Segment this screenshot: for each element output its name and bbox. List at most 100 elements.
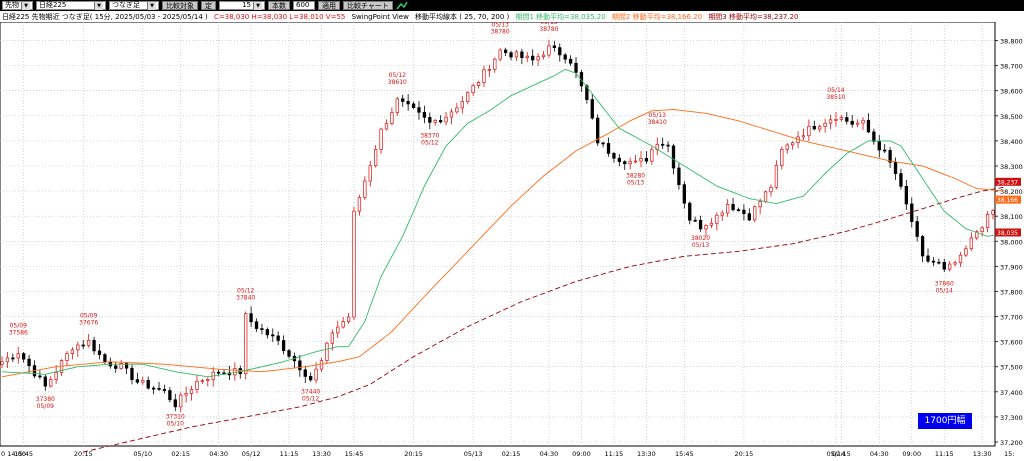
- candle-body: [547, 45, 551, 56]
- candle-body: [991, 210, 995, 215]
- apply-button[interactable]: 適用: [318, 1, 340, 10]
- candle-body: [406, 101, 410, 105]
- candle-body: [585, 85, 589, 100]
- chevron-down-icon[interactable]: ▼: [94, 1, 103, 10]
- x-tick-label: 11:15: [935, 450, 954, 458]
- candle-body: [536, 56, 540, 61]
- x-tick-label: 11:15: [605, 450, 624, 458]
- compare-chart-button[interactable]: 比較チャート: [343, 1, 393, 10]
- swing-label-bottom: 38610: [388, 79, 407, 86]
- candle-body: [86, 339, 91, 346]
- candle-body: [65, 353, 69, 361]
- chart-tool-icon[interactable]: [396, 1, 408, 10]
- candle-body: [438, 120, 443, 123]
- candle-body: [623, 161, 627, 165]
- range-badge: 1700円幅: [917, 412, 973, 430]
- candle-body: [720, 212, 724, 216]
- candle-body: [455, 107, 459, 113]
- y-tick-label: 38,200: [1000, 188, 1023, 196]
- y-tick-label: 38,400: [1000, 138, 1023, 146]
- chevron-down-icon[interactable]: ▼: [147, 1, 156, 10]
- fixed-button[interactable]: 定: [201, 1, 216, 10]
- x-tick-label: 15:45: [675, 450, 694, 458]
- candle-body: [200, 380, 205, 382]
- candle-body: [763, 191, 768, 202]
- candle-body: [731, 204, 735, 211]
- link-select[interactable]: つなぎ足 ▼: [109, 1, 159, 10]
- candle-body: [254, 321, 259, 329]
- x-tick-label: 20:15: [74, 450, 93, 458]
- info-bar: 日経225 先物期近 つなぎ足( 15分, 2025/05/03 - 2025/…: [2, 12, 802, 22]
- swing-label-bottom: 38510: [826, 94, 845, 101]
- candle-body: [43, 376, 47, 387]
- swing-label-bottom: 38410: [648, 119, 667, 126]
- candle-body: [498, 49, 502, 60]
- x-tick-label: 20:15: [404, 450, 423, 458]
- count-input[interactable]: 600: [293, 1, 315, 10]
- candle-body: [563, 54, 567, 60]
- candle-body: [747, 213, 751, 221]
- candle-body: [666, 144, 670, 147]
- candle-body: [785, 144, 789, 150]
- swing-label-top: 05/13: [540, 22, 557, 26]
- candle-body: [70, 349, 75, 354]
- candle-body: [336, 326, 340, 334]
- candle-body: [758, 201, 762, 208]
- candle-body: [677, 167, 681, 186]
- swing-label-top: 38280: [626, 172, 645, 179]
- chevron-down-icon[interactable]: ▼: [253, 1, 262, 10]
- x-tick-label: 05/13: [464, 450, 483, 458]
- candle-body: [601, 142, 605, 145]
- candle-body: [330, 332, 334, 344]
- candle-body: [135, 379, 140, 383]
- candle-body: [482, 69, 486, 83]
- x-tick-label: 13:30: [973, 450, 992, 458]
- candle-body: [644, 158, 649, 162]
- candle-body: [466, 92, 470, 102]
- candle-body: [346, 316, 351, 322]
- candle-body: [514, 51, 519, 58]
- candle-body: [16, 353, 20, 359]
- candle-body: [157, 388, 161, 390]
- index-select[interactable]: 日経225 ▼: [36, 1, 106, 10]
- candle-body: [969, 237, 973, 249]
- swing-label-top: 37860: [935, 280, 954, 287]
- candle-body: [151, 387, 156, 390]
- candle-body: [937, 261, 941, 264]
- candle-body: [49, 379, 53, 387]
- candle-body: [769, 186, 773, 193]
- price-tag-label: 38,035: [997, 230, 1018, 237]
- candle-body: [726, 204, 730, 214]
- candle-body: [953, 262, 957, 265]
- interval-select[interactable]: 15 ▼: [219, 1, 265, 10]
- candle-body: [276, 335, 280, 341]
- y-tick-label: 37,300: [1000, 414, 1023, 422]
- x-tick-label: 05/14: [827, 450, 846, 458]
- candle-body: [942, 261, 946, 270]
- candle-body: [130, 367, 134, 380]
- candle-body: [531, 55, 535, 61]
- candle-body: [753, 206, 757, 221]
- candle-body: [54, 372, 58, 380]
- chart-title: 日経225 先物期近 つなぎ足( 15分, 2025/05/03 - 2025/…: [2, 13, 208, 21]
- y-tick-label: 37,200: [1000, 439, 1023, 447]
- candle-body: [298, 360, 302, 371]
- chevron-down-icon[interactable]: ▼: [21, 1, 30, 10]
- plot-frame: [0, 22, 996, 447]
- candle-body: [265, 329, 269, 336]
- candle-body: [736, 209, 741, 212]
- swing-label-bottom: 37586: [9, 330, 28, 337]
- swing-label-bottom: 05/13: [692, 242, 709, 249]
- candle-body: [742, 209, 746, 215]
- contract-select[interactable]: 先物 ▼: [2, 1, 33, 10]
- candle-body: [877, 141, 881, 151]
- compare-button[interactable]: 比較対象: [162, 1, 198, 10]
- ohlcv-readout: C=38,030 H=38,030 L=38,010 V=55: [213, 13, 346, 21]
- candle-body: [81, 344, 85, 347]
- swing-label-top: 37310: [166, 413, 185, 420]
- candle-body: [352, 210, 356, 318]
- candle-body: [698, 219, 703, 230]
- candle-body: [444, 116, 448, 123]
- candle-body: [671, 145, 676, 169]
- candle-body: [244, 313, 248, 375]
